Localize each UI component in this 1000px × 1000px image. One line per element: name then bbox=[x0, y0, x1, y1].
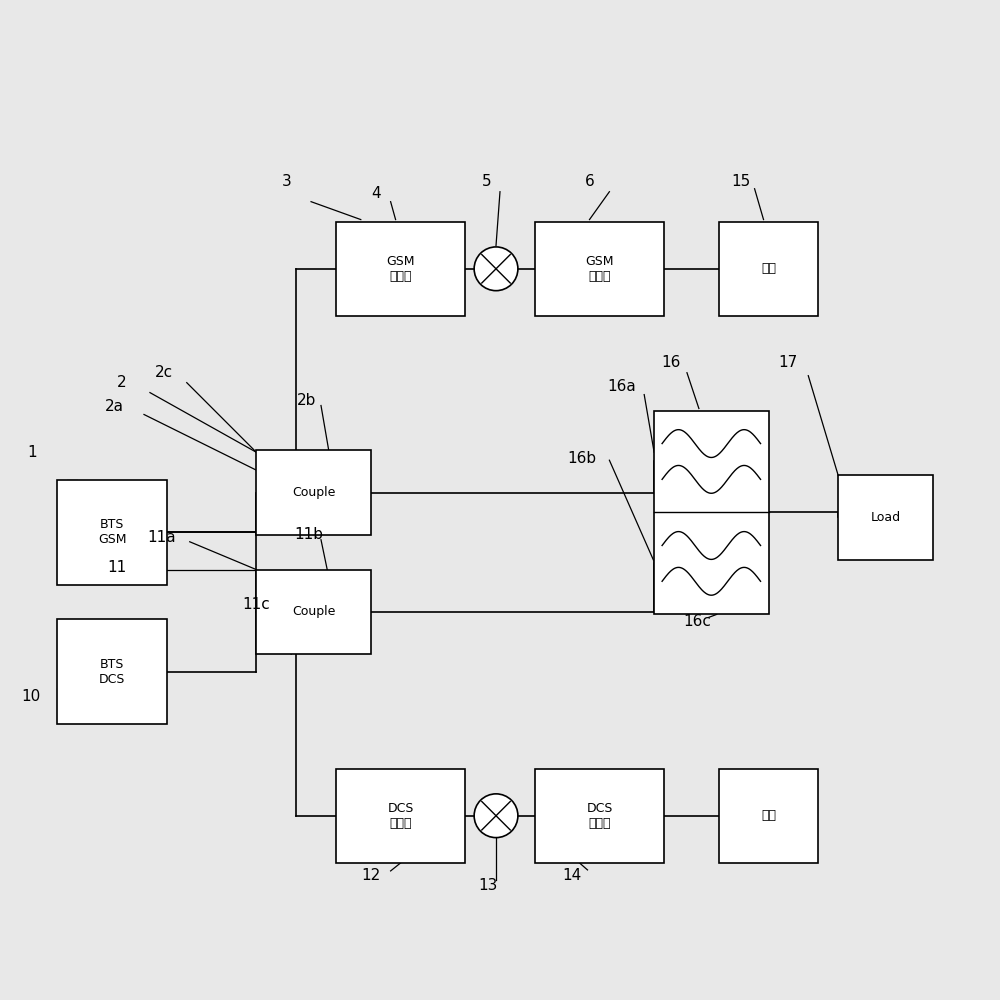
Bar bbox=[654, 410, 769, 614]
Text: 17: 17 bbox=[779, 355, 798, 370]
Text: GSM
近端机: GSM 近端机 bbox=[386, 255, 415, 283]
Text: 2c: 2c bbox=[155, 365, 173, 380]
Text: 16c: 16c bbox=[683, 614, 711, 629]
Text: 10: 10 bbox=[21, 689, 40, 704]
Text: 11b: 11b bbox=[295, 527, 324, 542]
Text: 13: 13 bbox=[478, 878, 498, 893]
Text: 15: 15 bbox=[731, 174, 750, 189]
Text: Couple: Couple bbox=[292, 605, 335, 618]
Bar bbox=[256, 570, 371, 654]
Circle shape bbox=[474, 247, 518, 291]
Bar bbox=[838, 475, 933, 560]
Text: 2a: 2a bbox=[105, 399, 124, 414]
Text: 11a: 11a bbox=[148, 530, 176, 545]
Bar bbox=[336, 768, 465, 863]
Bar bbox=[719, 768, 818, 863]
Text: 1: 1 bbox=[28, 445, 37, 460]
Bar bbox=[57, 480, 167, 585]
Bar bbox=[535, 222, 664, 316]
Text: BTS
DCS: BTS DCS bbox=[99, 658, 125, 686]
Text: 12: 12 bbox=[361, 868, 380, 883]
Text: 11c: 11c bbox=[242, 597, 270, 612]
Text: Couple: Couple bbox=[292, 486, 335, 499]
Bar bbox=[535, 768, 664, 863]
Bar bbox=[719, 222, 818, 316]
Circle shape bbox=[474, 794, 518, 838]
Text: 16b: 16b bbox=[567, 451, 596, 466]
Text: 2b: 2b bbox=[296, 393, 316, 408]
Text: Load: Load bbox=[870, 511, 900, 524]
Text: 6: 6 bbox=[585, 174, 594, 189]
Text: DCS
近端机: DCS 近端机 bbox=[387, 802, 414, 830]
Bar bbox=[256, 450, 371, 535]
Text: 天线: 天线 bbox=[761, 809, 776, 822]
Text: 14: 14 bbox=[562, 868, 581, 883]
Bar bbox=[57, 619, 167, 724]
Text: 5: 5 bbox=[482, 174, 492, 189]
Text: 3: 3 bbox=[281, 174, 291, 189]
Text: 天线: 天线 bbox=[761, 262, 776, 275]
Text: GSM
远端机: GSM 远端机 bbox=[585, 255, 614, 283]
Text: DCS
远端机: DCS 远端机 bbox=[586, 802, 613, 830]
Text: 16a: 16a bbox=[607, 379, 636, 394]
Text: 2: 2 bbox=[117, 375, 127, 390]
Bar bbox=[336, 222, 465, 316]
Text: 4: 4 bbox=[371, 186, 381, 201]
Text: 16: 16 bbox=[661, 355, 681, 370]
Text: BTS
GSM: BTS GSM bbox=[98, 518, 126, 546]
Text: 11: 11 bbox=[108, 560, 127, 575]
